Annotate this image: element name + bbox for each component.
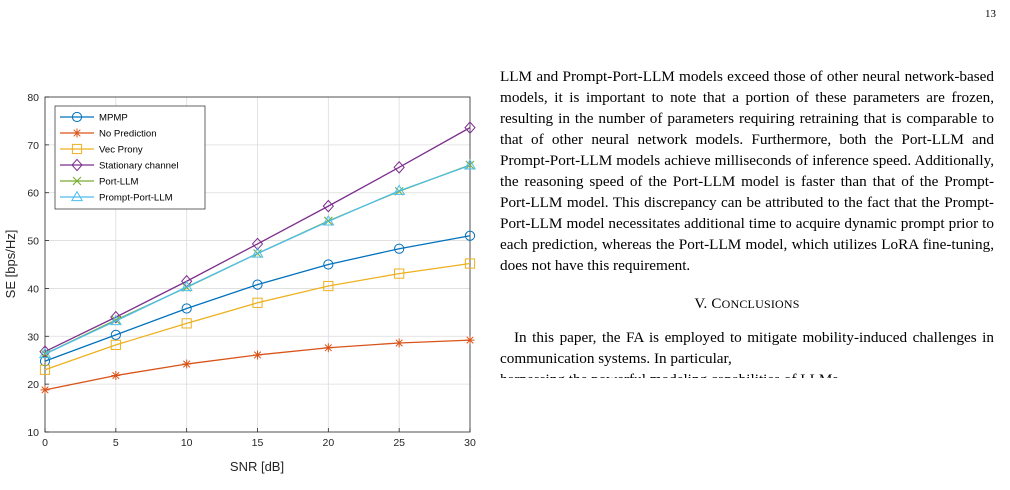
section-heading-conclusions: V. CONCLUSIONS bbox=[500, 294, 994, 315]
section-title-rest: ONCLUSIONS bbox=[721, 297, 800, 311]
data-point-square bbox=[252, 297, 263, 308]
data-point-triangle bbox=[251, 247, 264, 258]
data-point-diamond bbox=[393, 160, 405, 174]
y-tick-label: 30 bbox=[27, 331, 39, 343]
legend-label: Port-LLM bbox=[99, 177, 138, 188]
x-axis-label: SNR [dB] bbox=[230, 459, 284, 474]
data-point-star bbox=[465, 335, 475, 345]
axis-ticks: 0 5 10 15 20 25 30 10 20 30 40 50 60 70 80 bbox=[27, 92, 476, 449]
legend-label: Prompt-Port-LLM bbox=[99, 193, 173, 204]
data-point-star bbox=[182, 359, 192, 369]
series-no-prediction bbox=[40, 335, 475, 395]
body-paragraph: LLM and Prompt-Port-LLM models exceed th… bbox=[500, 68, 994, 274]
data-point-star bbox=[40, 385, 50, 395]
y-axis-label: SE [bps/Hz] bbox=[3, 230, 18, 299]
y-tick-label: 50 bbox=[27, 236, 39, 248]
data-point-circle bbox=[181, 303, 192, 314]
data-point-square bbox=[110, 339, 121, 350]
se-vs-snr-chart: 0 5 10 15 20 25 30 10 20 30 40 50 60 70 80 SNR [dB] SE… bbox=[3, 92, 477, 474]
x-tick-label: 30 bbox=[464, 437, 476, 449]
data-point-x bbox=[465, 160, 475, 170]
data-point-square bbox=[464, 258, 476, 269]
data-point-triangle bbox=[38, 347, 52, 359]
y-tick-label: 60 bbox=[27, 188, 39, 200]
y-tick-label: 10 bbox=[27, 427, 39, 439]
y-tick-label: 80 bbox=[27, 92, 39, 104]
legend-label: Vec Prony bbox=[99, 145, 143, 156]
data-point-star bbox=[253, 350, 262, 360]
data-point-circle bbox=[110, 329, 121, 340]
legend-entry: No Prediction bbox=[60, 128, 157, 140]
data-point-triangle bbox=[393, 184, 406, 195]
data-point-square bbox=[71, 143, 83, 155]
series-prompt-port-llm bbox=[38, 159, 477, 359]
data-point-diamond bbox=[110, 310, 122, 324]
legend-entry: MPMP bbox=[60, 111, 128, 124]
data-point-x bbox=[40, 349, 50, 359]
data-point-circle bbox=[464, 230, 476, 241]
y-tick-label: 20 bbox=[27, 379, 39, 391]
legend-label: MPMP bbox=[99, 113, 128, 124]
data-point-square bbox=[394, 268, 405, 279]
legend-label: No Prediction bbox=[99, 129, 157, 140]
x-tick-label: 15 bbox=[252, 437, 264, 449]
data-point-x bbox=[72, 176, 82, 186]
x-tick-label: 0 bbox=[42, 437, 48, 449]
data-point-square bbox=[181, 318, 192, 329]
data-point-diamond bbox=[322, 199, 335, 213]
data-point-triangle bbox=[180, 280, 193, 292]
data-point-circle bbox=[323, 259, 334, 270]
series-line bbox=[44, 164, 471, 355]
data-point-circle bbox=[394, 243, 405, 254]
body-text-column: LLM and Prompt-Port-LLM models exceed th… bbox=[500, 66, 994, 378]
legend-box bbox=[54, 105, 206, 210]
page-number: 13 bbox=[985, 8, 996, 20]
data-point-square bbox=[39, 364, 51, 375]
y-tick-label: 40 bbox=[27, 283, 39, 295]
data-point-diamond bbox=[251, 237, 264, 251]
series-line bbox=[44, 262, 471, 371]
data-point-star bbox=[72, 128, 82, 138]
data-point-star bbox=[323, 343, 333, 353]
data-point-star bbox=[394, 338, 404, 348]
data-point-diamond bbox=[71, 158, 83, 172]
legend-entry: Stationary channel bbox=[60, 158, 178, 172]
data-point-circle bbox=[71, 111, 83, 123]
data-point-circle bbox=[252, 279, 263, 290]
x-tick-label: 5 bbox=[113, 437, 119, 449]
data-point-diamond bbox=[464, 121, 476, 134]
chart-series bbox=[38, 121, 477, 395]
x-tick-label: 10 bbox=[181, 437, 193, 449]
series-mpmp bbox=[39, 230, 476, 367]
series-line bbox=[44, 235, 471, 362]
data-point-triangle bbox=[463, 159, 477, 170]
y-tick-label: 70 bbox=[27, 140, 39, 152]
conclusions-paragraph-cut-line: harnessing the powerful modeling capabil… bbox=[500, 369, 994, 378]
legend-entry: Vec Prony bbox=[60, 143, 143, 156]
data-point-triangle bbox=[322, 215, 335, 226]
section-title-initial: C bbox=[711, 296, 722, 312]
legend-entry: Prompt-Port-LLM bbox=[60, 190, 173, 204]
series-vec-prony bbox=[39, 258, 476, 375]
data-point-triangle bbox=[109, 314, 122, 326]
data-point-triangle bbox=[70, 190, 84, 202]
conclusions-paragraph: In this paper, the FA is employed to mit… bbox=[500, 329, 994, 367]
chart-legend: MPMP No Prediction Vec Prony Stationary cha… bbox=[54, 105, 206, 210]
x-tick-label: 25 bbox=[393, 437, 405, 449]
legend-entry: Port-LLM bbox=[60, 177, 138, 188]
legend-entries: MPMP No Prediction Vec Prony Stationary cha… bbox=[60, 111, 178, 204]
section-number: V. bbox=[694, 296, 708, 312]
data-point-square bbox=[323, 280, 334, 292]
data-point-star bbox=[111, 371, 121, 381]
series-line bbox=[44, 127, 471, 353]
x-tick-label: 20 bbox=[322, 437, 334, 449]
legend-label: Stationary channel bbox=[99, 161, 178, 172]
